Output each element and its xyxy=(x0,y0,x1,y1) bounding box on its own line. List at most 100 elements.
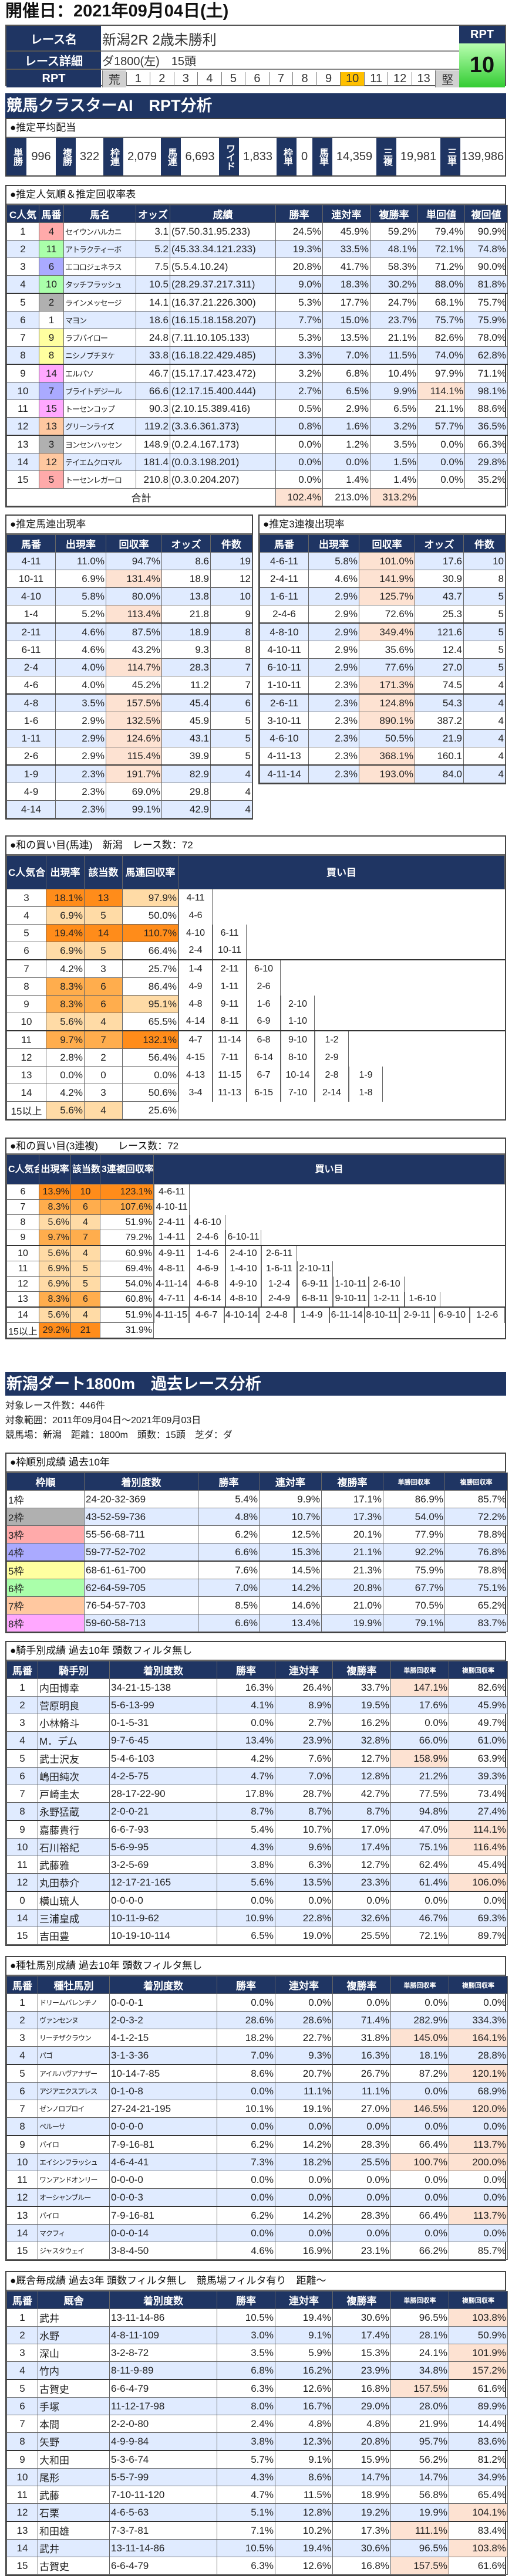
header-row: 馬番 騎手別 着別度数 勝率 連対率 複勝率 単勝回収率 複勝回収率 xyxy=(6,1661,508,1679)
table-cell: 68-61-61-700 xyxy=(84,1561,198,1579)
sire-table-box: ●種牡馬別成績 過去10年 頭数フィルタ無し 馬番 種牡馬別 着別度数 勝率 連対率 複勝… xyxy=(5,1956,508,2261)
table-cell: 9-7-6-45 xyxy=(109,1731,217,1750)
table-row: 14 12 テイエムクロマル 181.4 (0.0.3.198.201) 0.0% 0.0%… xyxy=(6,453,508,471)
table-cell: 2.7% xyxy=(275,1714,333,1732)
table-cell: 193.0% xyxy=(359,764,415,783)
table-cell: 7 xyxy=(6,1785,38,1803)
buy-list-inner: 2-4 10-11 xyxy=(178,942,505,959)
table-cell: 17.3% xyxy=(321,1508,383,1526)
table-cell: 0.0% xyxy=(390,1891,449,1910)
table-cell: セイウンハルカニ xyxy=(63,222,136,241)
table-cell: 15 xyxy=(6,470,39,489)
table-cell: 5-3-6-74 xyxy=(109,2450,217,2469)
table-cell: 157.5% xyxy=(106,693,162,712)
table-cell: (28.29.37.217.311) xyxy=(170,275,276,294)
rpt-scale-cell: 堅 xyxy=(435,70,459,87)
buy-list: 4-8 9-11 1-6 2-10 xyxy=(178,995,505,1013)
table-row: 4 10 タッチフラッシュ 10.5 (28.29.37.217.311) 9.0% 18.… xyxy=(6,275,508,294)
buy-combo: 2-10 xyxy=(281,995,315,1013)
column-header: 単勝回収率 xyxy=(390,2291,449,2309)
table-cell: 82.6% xyxy=(417,329,465,347)
return-rate: 50.6% xyxy=(122,1084,178,1102)
table-cell: 2.9% xyxy=(308,658,359,676)
table-cell: 157.5% xyxy=(390,2557,449,2575)
table-cell: 6 xyxy=(210,693,252,712)
table-cell: 0 xyxy=(6,1891,38,1910)
sum-value: 12 xyxy=(6,1276,39,1292)
buy-combo: 2-4 xyxy=(178,942,213,959)
appear-rate: 6.9% xyxy=(39,1261,71,1277)
table-cell: 4.6% xyxy=(308,570,359,588)
rpt-label: RPT xyxy=(459,26,505,43)
table-cell: 27-24-21-195 xyxy=(109,2100,217,2118)
table-cell: 77.6% xyxy=(359,658,415,676)
table-cell: 15 xyxy=(6,1927,38,1945)
table-cell: 1-4 xyxy=(6,605,56,624)
buy-list-inner: 4-9-11 1-4-6 2-4-10 2-6-11 xyxy=(154,1246,505,1261)
table-cell: 62.8% xyxy=(464,346,508,365)
table-cell: 2.9% xyxy=(308,622,359,641)
table-cell: 4-14 xyxy=(6,800,56,818)
buy-list: 4-11-14 4-6-8 4-9-10 1-2-4 6-9-11 1-10-11 2-6-… xyxy=(153,1276,505,1292)
table-cell: 2.9% xyxy=(322,400,370,418)
table-cell: 10.5 xyxy=(136,275,170,294)
table-cell: 87.5% xyxy=(106,622,162,641)
table-cell: 9.3% xyxy=(275,2046,333,2065)
table-cell: 33.8 xyxy=(136,346,170,365)
table-cell: 147.1% xyxy=(390,1678,449,1697)
table-cell: 5.8% xyxy=(308,552,359,570)
table-cell: 武士沢友 xyxy=(38,1749,110,1768)
return-rate: 60.8% xyxy=(100,1291,154,1308)
column-header: 出現率 xyxy=(46,855,85,889)
table-cell: 内田博幸 xyxy=(38,1678,110,1697)
table-cell: 16.3% xyxy=(217,1678,275,1697)
table-row: 13 和田雄 7-3-7-81 7.1% 10.2% 17.3% 111.1% 83.4% xyxy=(6,2521,508,2540)
table-cell: 6.3% xyxy=(217,2557,275,2575)
table-cell: 9.3 xyxy=(161,641,211,659)
appear-rate: 13.9% xyxy=(39,1184,71,1200)
table-cell: 160.1 xyxy=(415,747,464,766)
table-row: 8 8 ニシノブチヌケ 33.8 (16.18.22.429.485) 3.3% 7.0% 1… xyxy=(6,346,508,365)
appear-rate: 6.9% xyxy=(46,942,85,960)
appear-rate: 6.9% xyxy=(46,906,85,925)
buy-list: 4-11 xyxy=(178,889,505,907)
table-cell: 6 xyxy=(6,2082,38,2100)
buy-combo: 9-10 xyxy=(281,1031,315,1049)
table-cell: 81.2% xyxy=(449,2450,508,2469)
table-cell: 嘉藤貴行 xyxy=(38,1820,110,1839)
match-count: 3 xyxy=(84,1084,123,1102)
table-cell: 9.9% xyxy=(370,382,418,400)
table-cell: 87.2% xyxy=(390,2064,449,2083)
table-row: 9 大和田 5-3-6-74 5.7% 9.1% 15.9% 56.2% 81.2% xyxy=(6,2450,508,2469)
table-cell: 75.9% xyxy=(383,1561,445,1579)
buy-list xyxy=(153,1322,505,1338)
table-cell: 水野 xyxy=(38,2326,110,2344)
table-cell: 28.3 xyxy=(161,658,211,676)
table-row: 4-14 2.3% 99.1% 42.9 4 xyxy=(6,800,252,818)
table-cell: 5 xyxy=(6,2064,38,2083)
table-cell: 17.4% xyxy=(332,1838,391,1856)
table-cell: 2-4-11 xyxy=(260,570,309,588)
match-count: 5 xyxy=(84,942,123,960)
rpt-scale-cell: 11 xyxy=(363,72,388,86)
table-cell: 6枠 xyxy=(6,1579,85,1597)
table-cell: 28.3% xyxy=(332,2135,391,2154)
sum-trio-table: C人気合計値出現率該当数3連複回収率買い目613.9%10123.1%4-6-1… xyxy=(6,1155,505,1338)
jockey-table-box: ●騎手別成績 過去10年 頭数フィルタ無し 馬番 騎手別 着別度数 勝率 連対率 複勝率単… xyxy=(5,1641,508,1946)
table-cell: 33.7% xyxy=(332,1678,391,1697)
table-cell: 6.5% xyxy=(370,400,418,418)
table-cell: 58.3% xyxy=(370,258,418,276)
table-cell: 4 xyxy=(463,764,506,783)
table-row: 6 1 マヨン 18.6 (16.15.18.158.207) 7.7% 15.0% 23.7… xyxy=(6,311,508,329)
table-row: 2-4-11 4.6% 141.9% 30.9 8 xyxy=(260,570,506,588)
table-cell: 68.9% xyxy=(449,2082,508,2100)
table-cell: 114.1% xyxy=(449,1820,508,1839)
table-cell: 10.7% xyxy=(259,1508,322,1526)
table-cell: 9 xyxy=(210,605,252,624)
table-cell: 菅原明良 xyxy=(38,1696,110,1714)
buy-combo: 2-8 xyxy=(315,1066,349,1084)
buy-list-inner: 4-8 9-11 1-6 2-10 xyxy=(178,995,505,1013)
table-cell: 8-11-9-89 xyxy=(109,2361,217,2380)
race-count: 対象レース件数：446件 xyxy=(5,1401,105,1411)
buy-list: 1-4-11 2-4-6 6-10-11 xyxy=(153,1230,505,1246)
